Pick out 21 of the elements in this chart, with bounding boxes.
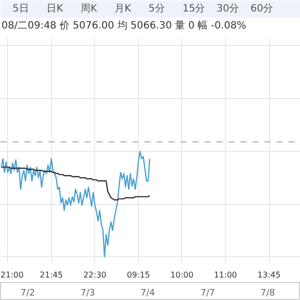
x-tick-label: 09:15 (126, 270, 150, 280)
text: 5分 (148, 2, 165, 14)
text: 日K (46, 4, 64, 14)
x-tick-label: 21:00 (0, 270, 24, 280)
text: 5日 (12, 4, 29, 14)
text: 7/2 (20, 288, 35, 298)
text: 月K (114, 4, 132, 14)
x-tick-label: 13:45 (258, 270, 281, 280)
text: 7/8 (260, 288, 276, 298)
text: 7/7 (200, 288, 215, 298)
text: 08/二09:48 价 5076.00 均 5066.30 量 0 幅 -0.08% (2, 20, 246, 32)
x-tick-label: 10:00 (170, 270, 194, 280)
text: 15分 (182, 2, 206, 14)
text: 7/3 (80, 288, 95, 298)
text: 30分 (216, 2, 240, 14)
x-tick-label: 21:45 (40, 270, 63, 280)
x-tick-label: 22:30 (83, 270, 106, 280)
text: 周K (80, 4, 98, 14)
x-tick-label: 11:00 (214, 270, 238, 280)
text: 60分 (250, 2, 274, 14)
text: 7/4 (140, 288, 156, 298)
